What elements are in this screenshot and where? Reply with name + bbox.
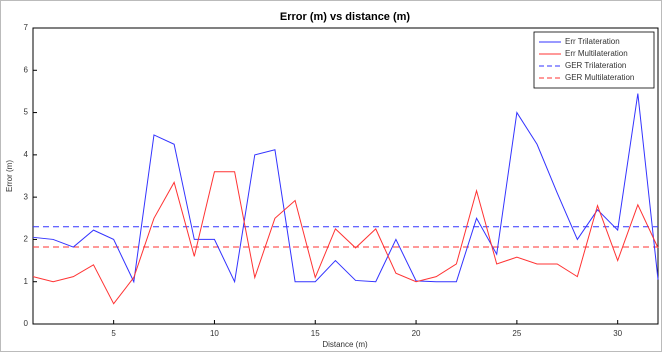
y-tick-label: 3 [24, 192, 29, 201]
legend-label: Err Trilateration [565, 37, 620, 46]
x-tick-label: 10 [210, 329, 219, 338]
line-series [32, 93, 659, 284]
legend-label: GER Trilateration [565, 61, 626, 70]
legend-box [533, 31, 655, 89]
y-tick-label: 4 [24, 150, 29, 159]
chart-title: Error (m) vs distance (m) [280, 11, 411, 23]
x-tick-label: 20 [412, 329, 421, 338]
legend-label: GER Multilateration [565, 73, 634, 82]
y-tick-label: 2 [24, 235, 29, 244]
y-axis-label: Error (m) [5, 160, 14, 192]
x-tick-label: 5 [111, 329, 116, 338]
line-series [32, 171, 659, 305]
x-tick-label: 30 [613, 329, 622, 338]
y-tick-label: 0 [24, 319, 29, 328]
y-tick-label: 6 [24, 65, 29, 74]
legend-label: Err Multilateration [565, 49, 628, 58]
y-tick-label: 7 [24, 23, 29, 32]
x-tick-label: 15 [311, 329, 320, 338]
y-tick-label: 1 [24, 277, 29, 286]
x-tick-label: 25 [512, 329, 521, 338]
x-axis-label: Distance (m) [322, 340, 368, 349]
y-tick-label: 5 [24, 108, 29, 117]
